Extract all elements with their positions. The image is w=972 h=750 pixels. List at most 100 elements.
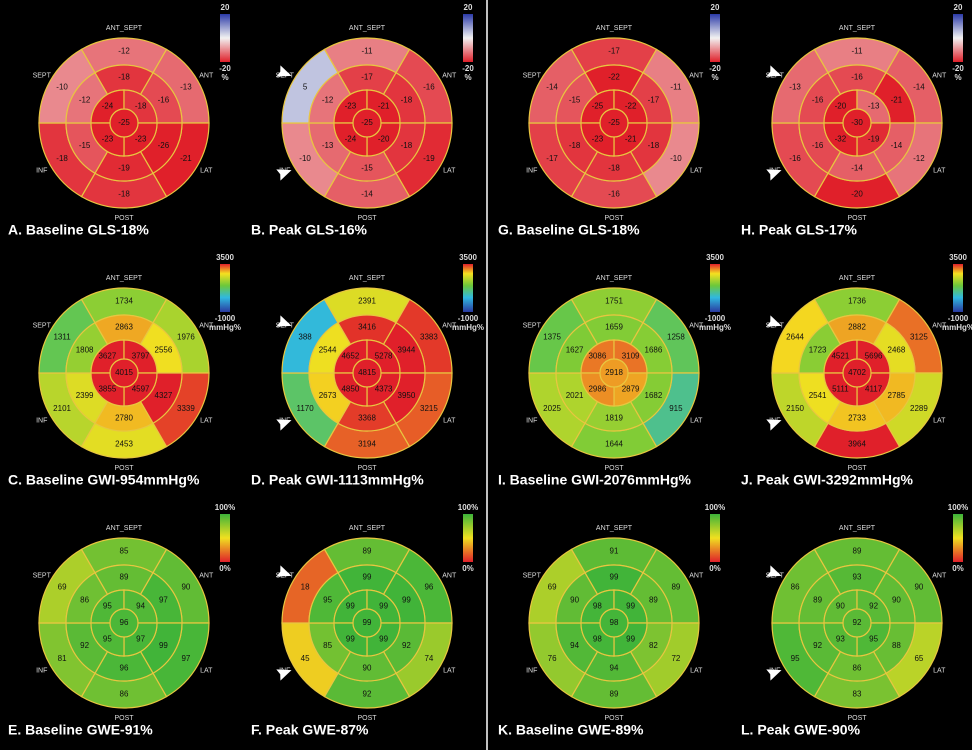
segment-value: 99 (379, 601, 388, 610)
segment-value: -14 (546, 82, 558, 91)
segment-value: 3950 (398, 391, 416, 400)
panel-caption: D. Peak GWI-1113mmHg% (251, 472, 424, 488)
segment-value: -24 (345, 135, 357, 144)
orientation-label: LAT (933, 417, 946, 424)
arrowhead (276, 565, 292, 577)
segment-value: -16 (789, 154, 801, 163)
colorbar-unit: mmHg% (699, 323, 731, 332)
panel-caption: L. Peak GWE-90% (741, 722, 861, 738)
segment-value: 4117 (865, 385, 883, 394)
segment-value: -13 (180, 82, 192, 91)
colorbar-max: 100% (215, 503, 235, 512)
segment-value: 65 (914, 654, 923, 663)
colorbar (220, 514, 230, 562)
panel-caption: H. Peak GLS-17% (741, 222, 857, 238)
orientation-label: LAT (200, 167, 213, 174)
segment-value: 89 (853, 547, 862, 556)
segment-value: 92 (363, 690, 372, 699)
segment-value: -14 (913, 82, 925, 91)
segment-value: 915 (669, 404, 683, 413)
colorbar-min: -20 (462, 64, 474, 73)
segment-value: 1258 (667, 332, 685, 341)
segment-value: 92 (813, 641, 822, 650)
colorbar (220, 264, 230, 312)
arrowhead (766, 65, 782, 77)
segment-value: 94 (570, 641, 579, 650)
orientation-label: LAT (443, 167, 456, 174)
orientation-label: ANT_SEPT (596, 275, 633, 282)
segment-value: -16 (158, 95, 170, 104)
segment-value: 1976 (177, 332, 195, 341)
colorbar-min: 0% (709, 564, 721, 573)
orientation-label: ANT_SEPT (106, 525, 143, 532)
segment-value: -17 (546, 154, 558, 163)
segment-value: 86 (791, 582, 800, 591)
segment-value: 99 (626, 635, 635, 644)
orientation-label: INF (526, 417, 537, 424)
segment-value: -13 (322, 141, 334, 150)
orientation-label: POST (357, 215, 377, 222)
segment-value: 1170 (296, 404, 314, 413)
segment-value: 18 (301, 582, 310, 591)
arrowhead (276, 669, 292, 681)
segment-value: 93 (853, 573, 862, 582)
apex (842, 108, 872, 138)
colorbar-max: 100% (705, 503, 725, 512)
segment-value: -25 (361, 118, 373, 127)
segment-value: 91 (610, 547, 619, 556)
panel-caption: G. Baseline GLS-18% (498, 222, 640, 238)
colorbar (710, 514, 720, 562)
segment-value: -20 (378, 135, 390, 144)
segment-value: 2399 (76, 391, 94, 400)
segment-value: 95 (869, 635, 878, 644)
orientation-label: SEPT (33, 72, 52, 79)
segment-value: 90 (914, 582, 923, 591)
panel-caption: B. Peak GLS-16% (251, 222, 367, 238)
orientation-label: ANT_SEPT (839, 525, 876, 532)
colorbar-unit: mmHg% (942, 323, 972, 332)
segment-value: 2918 (605, 368, 623, 377)
orientation-label: SEPT (33, 322, 52, 329)
segment-value: 90 (836, 601, 845, 610)
colorbar (953, 514, 963, 562)
colorbar-unit: % (464, 73, 471, 82)
segment-value: -21 (891, 95, 903, 104)
orientation-label: ANT_SEPT (349, 275, 386, 282)
arrowhead (766, 169, 782, 181)
panel-caption: C. Baseline GWI-954mmHg% (8, 472, 200, 488)
segment-value: 86 (120, 690, 129, 699)
colorbar-unit: % (711, 73, 718, 82)
segment-value: -15 (361, 164, 373, 173)
colorbar (463, 14, 473, 62)
segment-value: 3194 (358, 440, 376, 449)
segment-value: 89 (813, 595, 822, 604)
segment-value: -19 (423, 154, 435, 163)
segment-value: -12 (913, 154, 925, 163)
apex (599, 608, 629, 638)
orientation-label: POST (847, 715, 867, 722)
segment-value: 4652 (341, 351, 359, 360)
segment-value: -14 (361, 190, 373, 199)
segment-value: 92 (402, 641, 411, 650)
segment-value: 1659 (605, 323, 623, 332)
segment-value: 88 (892, 641, 901, 650)
segment-value: 2289 (910, 404, 928, 413)
segment-value: 94 (136, 601, 145, 610)
segment-value: -16 (423, 82, 435, 91)
orientation-label: INF (526, 167, 537, 174)
orientation-label: ANT_SEPT (839, 25, 876, 32)
segment-value: 85 (120, 547, 129, 556)
apex (352, 608, 382, 638)
segment-value: 95 (791, 654, 800, 663)
orientation-label: ANT (199, 72, 214, 79)
orientation-label: POST (114, 215, 134, 222)
apex (109, 358, 139, 388)
segment-value: 99 (159, 641, 168, 650)
colorbar-max: 3500 (706, 253, 724, 262)
colorbar-min: -1000 (458, 314, 479, 323)
segment-value: 2391 (358, 297, 376, 306)
colorbar (220, 14, 230, 62)
segment-value: 95 (103, 601, 112, 610)
segment-value: 95 (103, 635, 112, 644)
orientation-label: LAT (200, 667, 213, 674)
